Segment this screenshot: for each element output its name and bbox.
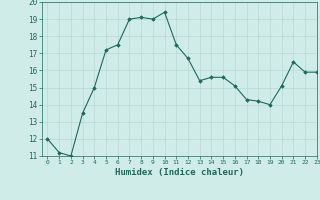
X-axis label: Humidex (Indice chaleur): Humidex (Indice chaleur) [115,168,244,177]
